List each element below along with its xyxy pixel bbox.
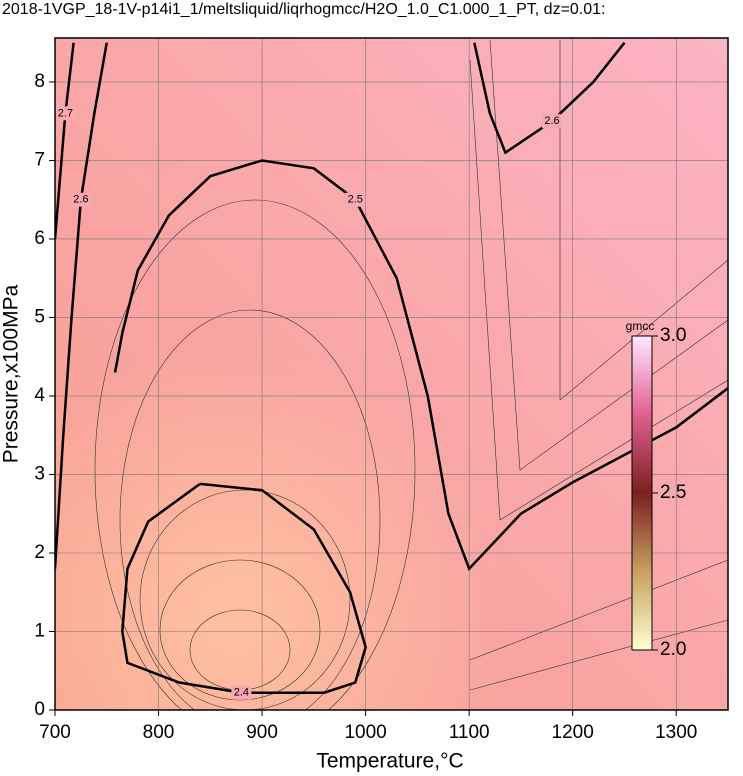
contour-label: 2.7	[58, 107, 73, 119]
plot-frame	[54, 37, 729, 711]
contour-label: 2.6	[73, 194, 88, 206]
y-tick-label: 3	[34, 464, 45, 485]
y-tick-label: 6	[34, 228, 45, 249]
contour-label: 2.4	[234, 687, 249, 699]
contour-line	[55, 42, 75, 240]
y-tick-label: 7	[34, 149, 45, 170]
y-tick-label: 0	[34, 699, 45, 720]
contour-line	[55, 42, 109, 569]
y-tick-label: 4	[34, 385, 45, 406]
contour-label: 2.6	[544, 115, 559, 127]
y-tick-label: 8	[34, 71, 45, 92]
y-tick-label: 1	[34, 621, 45, 642]
x-tick-label: 700	[39, 722, 71, 743]
x-tick-label: 1000	[344, 722, 386, 743]
x-tick-label: 800	[143, 722, 175, 743]
x-tick-label: 1100	[449, 722, 490, 743]
x-tick-label: 1200	[552, 722, 594, 743]
x-tick-label: 900	[246, 722, 278, 743]
contour-label-bg	[231, 685, 252, 700]
y-axis-label: Pressure,x100MPa	[0, 284, 23, 463]
y-tick-label: 5	[34, 306, 45, 327]
y-tick-label: 2	[34, 542, 45, 563]
contour-label-bg	[345, 192, 366, 207]
contour-label-bg	[55, 106, 76, 121]
contour-label-bg	[70, 192, 91, 207]
colorbar-tick-label: 2.0	[660, 639, 686, 660]
contour-label: 2.5	[348, 194, 363, 206]
plot-shading	[55, 38, 728, 710]
colorbar-label: gmcc	[626, 319, 655, 333]
contour-label-bg	[541, 114, 562, 129]
contour-line	[473, 41, 626, 155]
x-axis-label: Temperature,°C	[316, 750, 463, 773]
contour-line	[121, 482, 367, 694]
colorbar	[631, 335, 653, 651]
colorbar-tick-label: 3.0	[660, 325, 686, 346]
chart-title: 2018-1VGP_18-1V-p14i1_1/meltsliquid/liqr…	[2, 1, 606, 18]
colorbar-tick-label: 2.5	[660, 482, 686, 503]
contour-line	[113, 159, 728, 572]
x-tick-label: 1300	[655, 722, 697, 743]
